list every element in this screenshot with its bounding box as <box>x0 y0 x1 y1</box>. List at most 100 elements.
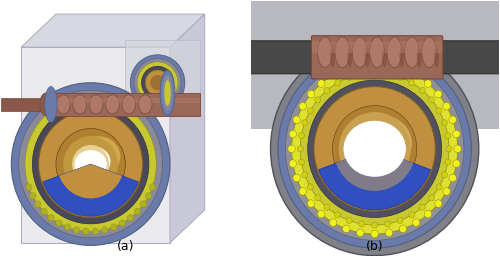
Wedge shape <box>43 164 138 216</box>
Circle shape <box>146 193 152 199</box>
Circle shape <box>400 225 407 233</box>
Circle shape <box>82 228 89 235</box>
Ellipse shape <box>73 95 86 114</box>
Circle shape <box>145 70 170 95</box>
Circle shape <box>324 204 330 210</box>
Ellipse shape <box>422 37 436 68</box>
Ellipse shape <box>40 93 52 116</box>
Circle shape <box>412 219 420 226</box>
Circle shape <box>12 83 170 245</box>
Circle shape <box>74 227 80 233</box>
Ellipse shape <box>318 37 332 68</box>
Circle shape <box>356 61 364 69</box>
Ellipse shape <box>76 136 120 177</box>
Circle shape <box>434 90 442 98</box>
Ellipse shape <box>344 121 406 177</box>
Ellipse shape <box>387 37 402 68</box>
Circle shape <box>286 57 464 240</box>
Circle shape <box>359 221 364 227</box>
FancyBboxPatch shape <box>312 36 443 79</box>
Circle shape <box>412 71 420 79</box>
Circle shape <box>308 108 313 114</box>
Circle shape <box>289 160 296 168</box>
Circle shape <box>293 116 300 124</box>
Circle shape <box>149 184 156 190</box>
Circle shape <box>134 59 181 107</box>
Circle shape <box>25 97 156 232</box>
Circle shape <box>420 87 426 94</box>
Ellipse shape <box>56 95 70 114</box>
Circle shape <box>137 62 178 104</box>
Polygon shape <box>170 14 204 243</box>
Circle shape <box>110 224 117 231</box>
Circle shape <box>302 172 308 178</box>
Circle shape <box>409 80 415 86</box>
Circle shape <box>346 217 352 224</box>
Circle shape <box>397 217 403 224</box>
Circle shape <box>409 212 415 218</box>
Circle shape <box>150 75 165 90</box>
Circle shape <box>424 80 432 87</box>
Circle shape <box>48 215 54 221</box>
Circle shape <box>452 130 460 138</box>
Circle shape <box>56 220 62 226</box>
Circle shape <box>371 60 378 68</box>
Circle shape <box>424 210 432 218</box>
Circle shape <box>342 65 350 73</box>
Ellipse shape <box>335 37 350 68</box>
Ellipse shape <box>90 95 103 114</box>
Circle shape <box>119 220 126 226</box>
Ellipse shape <box>348 115 412 173</box>
Circle shape <box>92 228 98 235</box>
Circle shape <box>332 106 417 192</box>
Circle shape <box>386 229 393 236</box>
Circle shape <box>308 184 313 190</box>
Circle shape <box>64 136 118 192</box>
Circle shape <box>130 55 185 111</box>
Circle shape <box>454 145 462 153</box>
Circle shape <box>445 133 451 139</box>
Ellipse shape <box>162 75 172 111</box>
Circle shape <box>300 72 449 225</box>
Circle shape <box>292 64 458 234</box>
Circle shape <box>127 215 134 221</box>
Circle shape <box>314 195 320 201</box>
Circle shape <box>18 90 163 238</box>
Circle shape <box>26 184 32 190</box>
Wedge shape <box>336 149 413 191</box>
Bar <box>46 98 200 103</box>
Circle shape <box>299 103 306 110</box>
Circle shape <box>134 208 140 215</box>
Ellipse shape <box>76 146 110 177</box>
Circle shape <box>32 104 149 224</box>
Ellipse shape <box>434 47 439 68</box>
Circle shape <box>330 71 337 79</box>
Circle shape <box>299 188 306 195</box>
Ellipse shape <box>138 95 152 114</box>
Circle shape <box>346 74 352 80</box>
Circle shape <box>338 112 410 186</box>
Circle shape <box>298 133 304 139</box>
Ellipse shape <box>74 150 107 178</box>
Circle shape <box>449 174 456 182</box>
Ellipse shape <box>404 37 419 68</box>
Circle shape <box>443 188 450 195</box>
Ellipse shape <box>330 47 335 68</box>
Polygon shape <box>21 47 170 243</box>
Ellipse shape <box>348 47 352 68</box>
Circle shape <box>298 146 304 152</box>
Circle shape <box>56 128 126 200</box>
Circle shape <box>445 159 451 165</box>
Circle shape <box>302 120 308 126</box>
Circle shape <box>324 87 330 94</box>
Circle shape <box>386 61 393 69</box>
Polygon shape <box>250 1 498 128</box>
Ellipse shape <box>344 121 406 177</box>
Ellipse shape <box>382 47 387 68</box>
Circle shape <box>288 145 296 153</box>
Circle shape <box>298 159 304 165</box>
Circle shape <box>34 201 41 207</box>
Circle shape <box>38 111 142 217</box>
Ellipse shape <box>417 47 422 68</box>
Circle shape <box>384 221 390 227</box>
